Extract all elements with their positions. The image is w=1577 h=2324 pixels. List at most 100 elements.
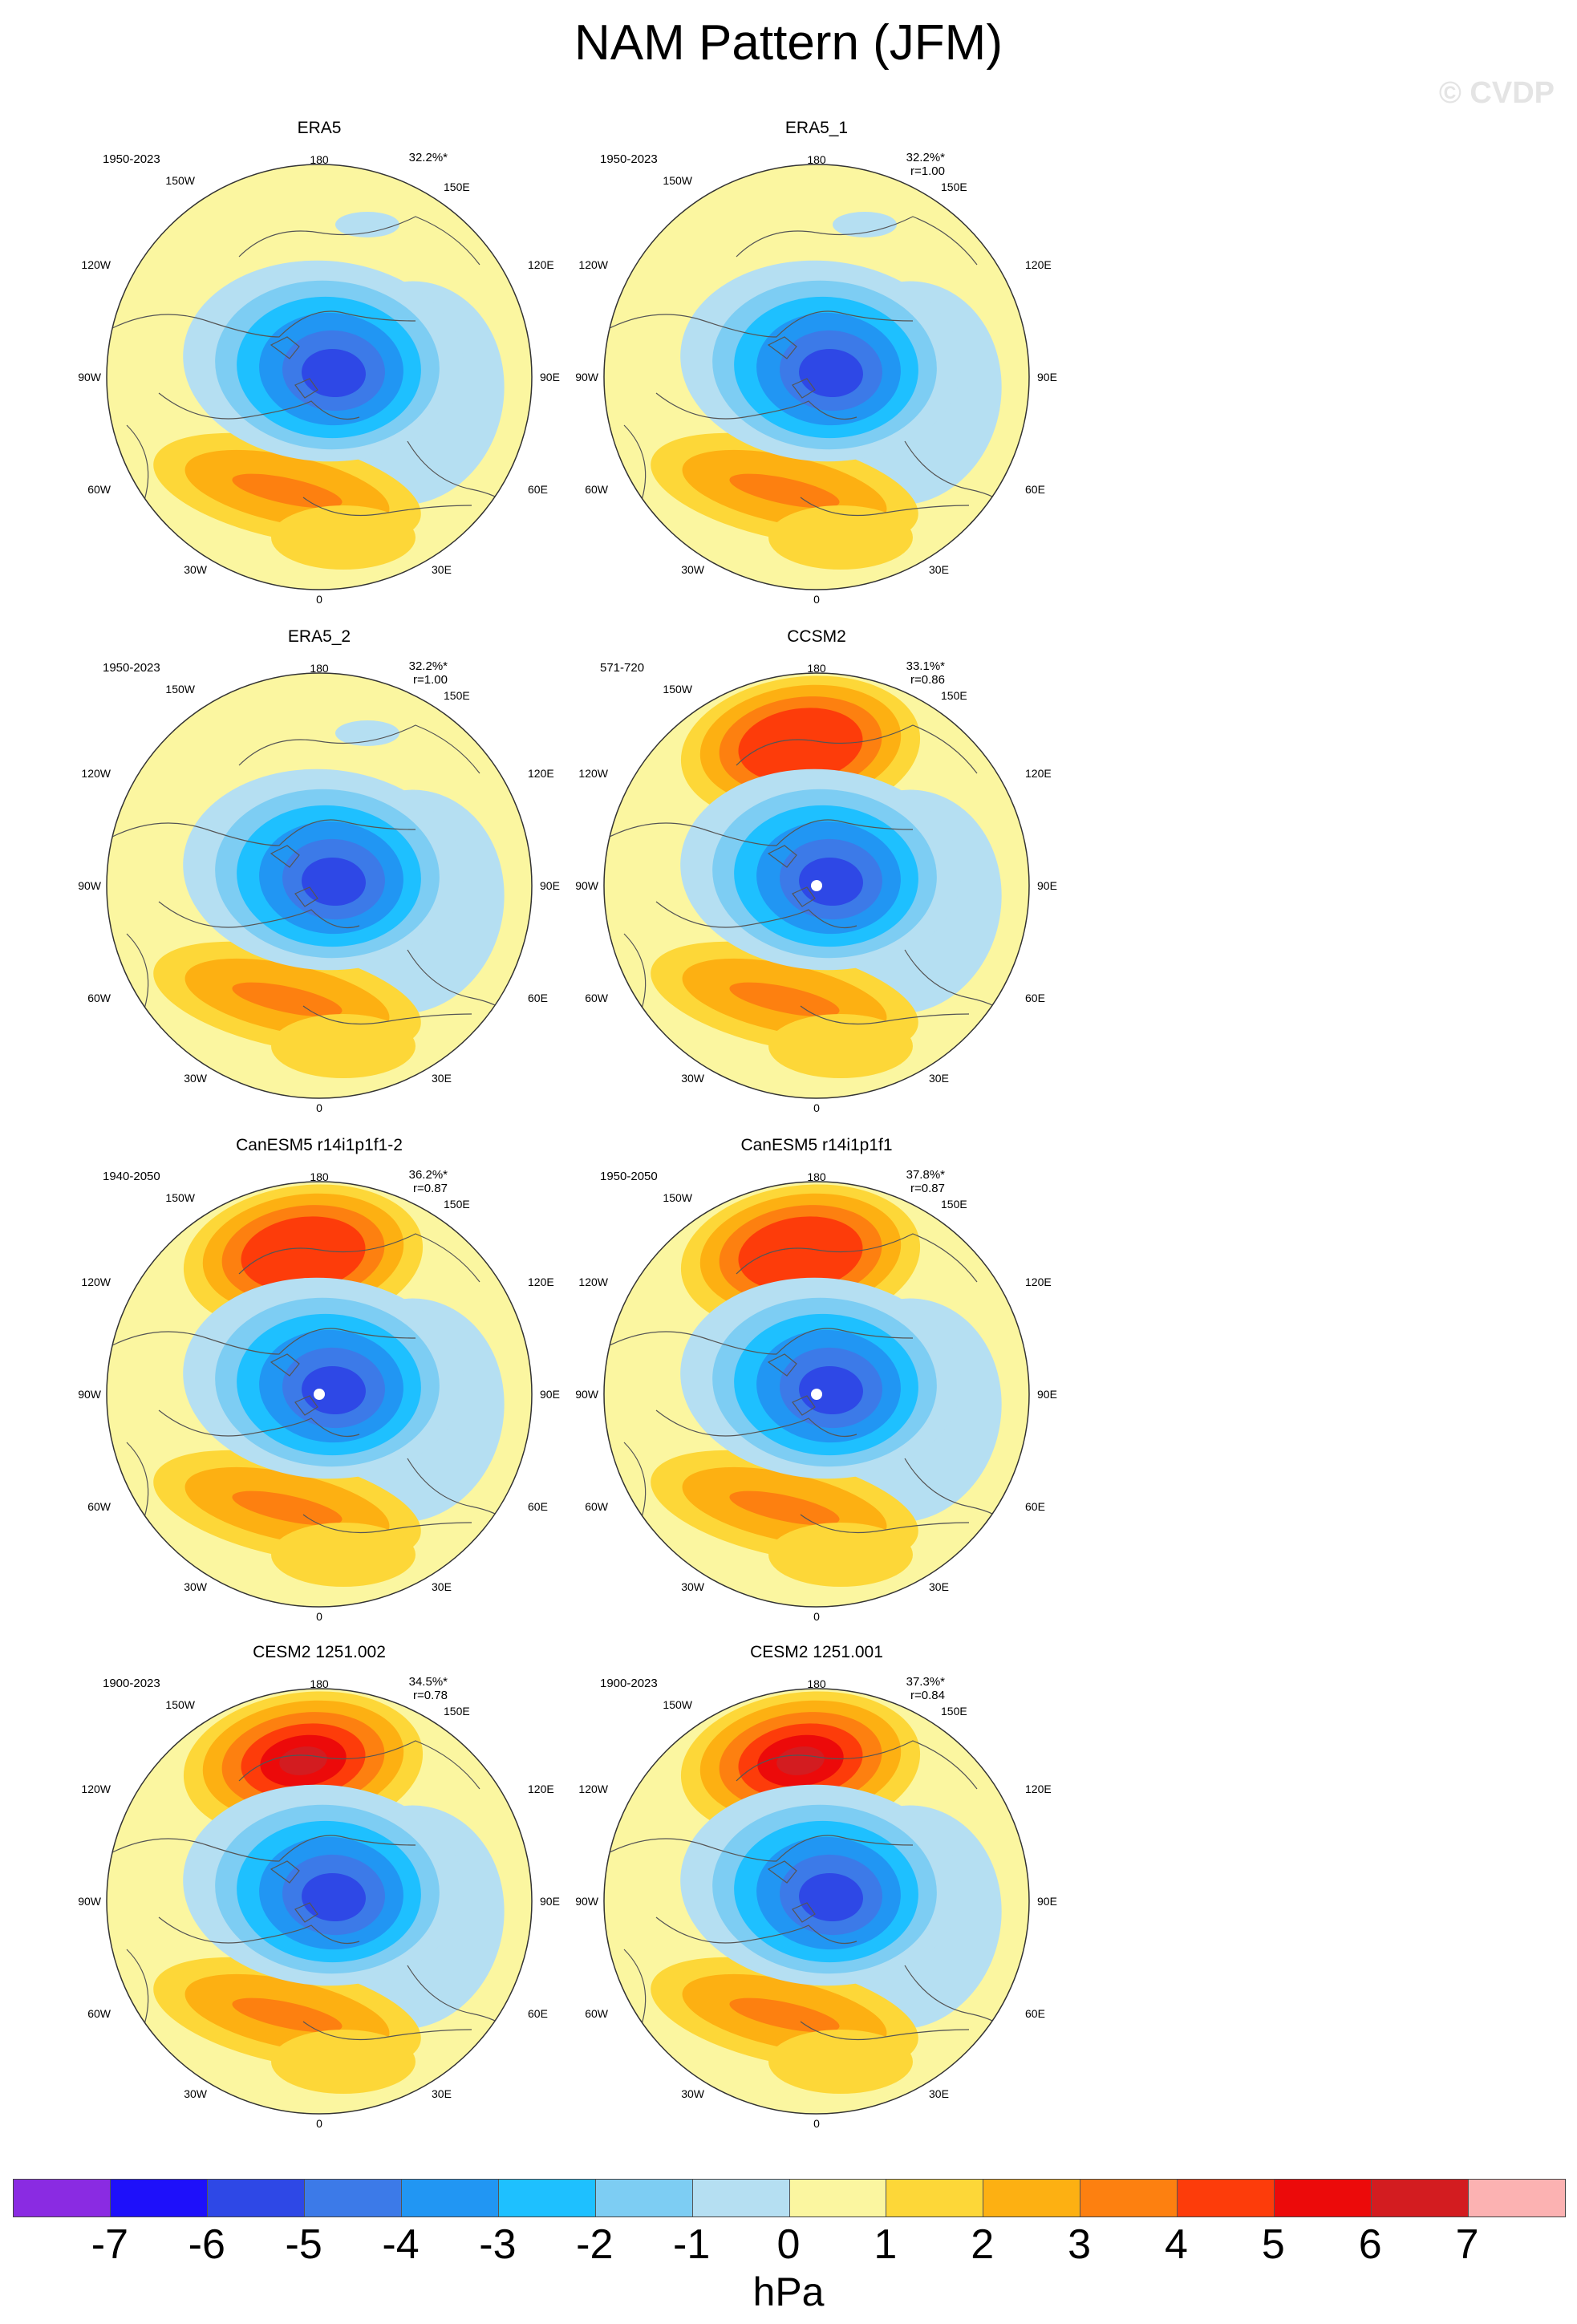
longitude-label: 30W xyxy=(681,1580,704,1593)
longitude-label: 60E xyxy=(1025,1500,1045,1513)
longitude-label: 0 xyxy=(813,2117,820,2130)
map-panel: ERA5_1 1950-2023 32.2%* r=1.00 180 150W 150E 1… xyxy=(575,119,1091,618)
polar-map xyxy=(106,1181,533,1608)
longitude-label: 120W xyxy=(578,1276,608,1288)
colorbar-swatch xyxy=(110,2180,208,2217)
longitude-label: 30E xyxy=(432,1072,452,1085)
longitude-label: 30E xyxy=(929,1580,949,1593)
longitude-label: 90W xyxy=(575,371,598,383)
map-panel: CanESM5 r14i1p1f1 1950-2050 37.8%* r=0.87 1… xyxy=(575,1136,1091,1635)
longitude-label: 30W xyxy=(681,1072,704,1085)
longitude-label: 150W xyxy=(663,1191,692,1204)
colorbar-tick-label: -4 xyxy=(382,2221,420,2268)
colorbar-swatch xyxy=(1275,2180,1372,2217)
polar-map xyxy=(603,164,1030,590)
longitude-label: 90E xyxy=(540,371,560,383)
pattern-correlation: r=1.00 xyxy=(413,673,448,687)
longitude-label: 60W xyxy=(585,1500,608,1513)
longitude-label: 30E xyxy=(929,1072,949,1085)
colorbar-tick-label: 7 xyxy=(1455,2221,1479,2268)
panel-stats: 32.2%* xyxy=(409,151,448,164)
longitude-label: 30W xyxy=(184,1580,207,1593)
longitude-label: 180 xyxy=(310,153,329,166)
longitude-label: 180 xyxy=(807,1677,826,1690)
colorbar-tick-label: -7 xyxy=(91,2221,128,2268)
longitude-label: 120E xyxy=(1025,767,1052,780)
panel-title: CanESM5 r14i1p1f1-2 xyxy=(236,1136,403,1154)
polar-map xyxy=(106,672,533,1099)
longitude-label: 150E xyxy=(444,180,470,193)
variance-pct: 32.2%* xyxy=(408,659,448,673)
pattern-correlation: r=0.87 xyxy=(910,1182,945,1195)
longitude-label: 180 xyxy=(807,662,826,675)
longitude-label: 120E xyxy=(528,258,554,271)
colorbar-tick-label: 6 xyxy=(1358,2221,1382,2268)
longitude-label: 90W xyxy=(78,1388,101,1401)
panel-stats: 33.1%* r=0.86 xyxy=(906,659,945,687)
longitude-label: 120W xyxy=(81,767,111,780)
pattern-correlation: r=0.84 xyxy=(910,1689,945,1702)
longitude-label: 60W xyxy=(585,483,608,496)
variance-pct: 36.2%* xyxy=(408,1168,448,1182)
colorbar-swatch xyxy=(1372,2180,1470,2217)
variance-pct: 33.1%* xyxy=(906,659,945,673)
longitude-label: 60E xyxy=(1025,483,1045,496)
longitude-label: 90W xyxy=(78,371,101,383)
longitude-label: 150E xyxy=(444,1705,470,1718)
longitude-label: 150W xyxy=(663,1698,692,1711)
longitude-label: 150W xyxy=(165,683,195,696)
panel-title: CESM2 1251.001 xyxy=(750,1643,883,1661)
longitude-label: 150E xyxy=(444,1198,470,1211)
longitude-label: 90E xyxy=(540,1388,560,1401)
colorbar-swatch xyxy=(1469,2180,1565,2217)
longitude-label: 180 xyxy=(310,1677,329,1690)
variance-pct: 34.5%* xyxy=(408,1675,448,1689)
panel-years: 1900-2023 xyxy=(103,1677,160,1690)
longitude-label: 90E xyxy=(540,879,560,892)
longitude-label: 60E xyxy=(528,2007,548,2020)
colorbar-swatch xyxy=(789,2180,887,2217)
longitude-label: 60E xyxy=(528,992,548,1004)
panel-years: 1950-2050 xyxy=(600,1170,658,1183)
panel-years: 1940-2050 xyxy=(103,1170,160,1183)
panel-years: 571-720 xyxy=(600,661,645,675)
longitude-label: 30W xyxy=(681,2087,704,2100)
panel-stats: 32.2%* r=1.00 xyxy=(906,151,945,178)
longitude-label: 60W xyxy=(87,1500,111,1513)
colorbar-tick-label: 1 xyxy=(874,2221,898,2268)
panel-years: 1900-2023 xyxy=(600,1677,658,1690)
colorbar-swatch xyxy=(692,2180,790,2217)
polar-map xyxy=(603,672,1030,1099)
polar-map xyxy=(603,1688,1030,2115)
longitude-label: 30W xyxy=(681,563,704,576)
longitude-label: 30W xyxy=(184,1072,207,1085)
panel-title: CESM2 1251.002 xyxy=(253,1643,386,1661)
polar-map xyxy=(106,1688,533,2115)
longitude-label: 120W xyxy=(578,1783,608,1795)
variance-pct: 32.2%* xyxy=(906,151,945,164)
pattern-correlation: r=0.78 xyxy=(413,1689,448,1702)
panel-stats: 37.3%* r=0.84 xyxy=(906,1675,945,1702)
longitude-label: 120W xyxy=(81,258,111,271)
panel-title: CanESM5 r14i1p1f1 xyxy=(740,1136,893,1154)
colorbar-tick-label: 2 xyxy=(971,2221,995,2268)
longitude-label: 120W xyxy=(578,767,608,780)
colorbar-swatch xyxy=(304,2180,402,2217)
panel-stats: 37.8%* r=0.87 xyxy=(906,1168,945,1195)
panel-years: 1950-2023 xyxy=(103,661,160,675)
longitude-label: 0 xyxy=(316,593,322,606)
longitude-label: 90W xyxy=(78,1895,101,1908)
colorbar-units: hPa xyxy=(752,2269,825,2314)
pole-marker xyxy=(811,880,822,891)
variance-pct: 32.2%* xyxy=(408,151,448,164)
longitude-label: 0 xyxy=(316,1101,322,1114)
longitude-label: 90W xyxy=(575,1388,598,1401)
colorbar-tick-label: 3 xyxy=(1068,2221,1092,2268)
map-panel: ERA5_2 1950-2023 32.2%* r=1.00 180 150W 150E 1… xyxy=(78,627,594,1126)
longitude-label: 0 xyxy=(813,593,820,606)
longitude-label: 120E xyxy=(1025,1276,1052,1288)
pattern-correlation: r=0.87 xyxy=(413,1182,448,1195)
pattern-correlation: r=0.86 xyxy=(910,673,945,687)
longitude-label: 0 xyxy=(316,1610,322,1623)
colorbar-tick-label: -2 xyxy=(576,2221,614,2268)
